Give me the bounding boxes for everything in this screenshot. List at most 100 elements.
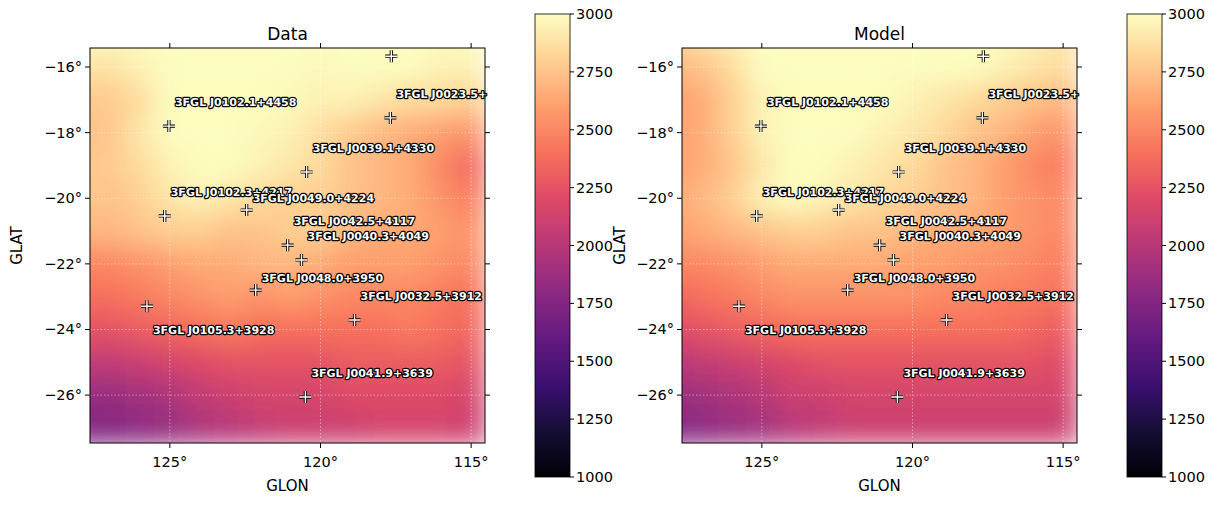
heat-cell <box>1048 116 1077 150</box>
colorbar-tick-label: 2500 <box>576 122 613 138</box>
marker-outline <box>888 254 900 266</box>
colorbar-tick-label: 2000 <box>576 238 613 254</box>
heat-cell <box>1048 411 1077 443</box>
panel: 3FGL J0102.1+44583FGL J0023.5+3FGL J0039… <box>8 6 613 495</box>
heat-cell <box>184 411 215 443</box>
source-marker <box>842 284 854 296</box>
colorbar-tick <box>570 71 574 72</box>
x-tick-label: 120° <box>303 454 338 470</box>
source-label: 3FGL J0032.5+3912 <box>953 290 1074 303</box>
heat-cell <box>456 345 485 379</box>
source-label: 3FGL J0048.0+3950 <box>854 272 976 285</box>
x-tick-label: 125° <box>744 454 779 470</box>
heat-cell <box>716 214 747 248</box>
source-label: 3FGL J0042.5+4117 <box>886 215 1007 228</box>
heat-cell <box>686 50 717 84</box>
colorbar-tick <box>570 477 574 478</box>
colorbar-tick-label: 2000 <box>1168 238 1205 254</box>
y-tick <box>485 67 490 68</box>
heat-cell <box>837 214 868 248</box>
colorbar-tick-label: 1500 <box>576 353 613 369</box>
heat-cell <box>395 411 426 443</box>
colorbar-tick-label: 1000 <box>1168 469 1205 485</box>
heat-cell <box>686 378 717 412</box>
y-tick-label: −20° <box>44 190 82 206</box>
marker-cross <box>349 314 361 326</box>
heat-cell <box>94 149 125 183</box>
colorbar-tick-label: 1500 <box>1168 353 1205 369</box>
colorbar-tick <box>570 419 574 420</box>
heat-cell <box>837 149 868 183</box>
colorbar-tick <box>1162 71 1166 72</box>
source-marker <box>384 112 396 124</box>
marker-outline <box>893 166 905 178</box>
heat-cell <box>395 181 426 215</box>
source-marker <box>874 239 886 251</box>
y-tick <box>677 198 682 199</box>
heat-cell <box>456 116 485 150</box>
source-marker <box>141 300 153 312</box>
heat-cell <box>335 411 366 443</box>
heat-cell <box>425 411 456 443</box>
y-tick-label: −22° <box>636 256 674 272</box>
x-tick <box>320 443 321 448</box>
heat-cell <box>1017 411 1048 443</box>
marker-cross <box>833 204 845 216</box>
colorbar-tick <box>1162 187 1166 188</box>
heat-cell <box>776 411 807 443</box>
marker-outline <box>874 239 886 251</box>
marker-cross <box>141 300 153 312</box>
marker-cross <box>385 50 397 62</box>
source-marker <box>296 254 308 266</box>
source-label: 3FGL J0040.3+4049 <box>900 230 1021 243</box>
heat-cell <box>987 313 1018 347</box>
heat-cell <box>456 378 485 412</box>
source-marker <box>250 284 262 296</box>
heat-cell <box>456 247 485 281</box>
marker-cross <box>874 239 886 251</box>
marker-outline <box>282 239 294 251</box>
heat-cell <box>1048 181 1077 215</box>
heat-cell <box>124 280 155 314</box>
x-tick <box>1063 43 1064 48</box>
heat-cell <box>776 149 807 183</box>
x-tick <box>471 443 472 448</box>
figure: 3FGL J0102.1+44583FGL J0023.5+3FGL J0039… <box>0 0 1212 505</box>
y-tick <box>677 329 682 330</box>
heat-cell <box>456 411 485 443</box>
grid-line <box>90 67 485 68</box>
source-marker <box>977 50 989 62</box>
heat-cell <box>867 149 898 183</box>
source-label: 3FGL J0023.5+ <box>988 88 1079 101</box>
colorbar-tick <box>1162 419 1166 420</box>
marker-cross <box>159 210 171 222</box>
source-marker <box>301 166 313 178</box>
y-tick <box>485 329 490 330</box>
marker-outline <box>385 50 397 62</box>
marker-outline <box>299 391 311 403</box>
source-marker <box>349 314 361 326</box>
heat-cell <box>987 247 1018 281</box>
heat-cell <box>957 411 988 443</box>
source-marker <box>891 391 903 403</box>
heat-cell <box>686 247 717 281</box>
source-label: 3FGL J0102.1+4458 <box>175 96 296 109</box>
marker-cross <box>893 166 905 178</box>
marker-outline <box>384 112 396 124</box>
heat-cell <box>987 50 1018 84</box>
grid-line <box>761 48 762 443</box>
heat-cell <box>456 50 485 84</box>
grid-line <box>682 67 1077 68</box>
heat-cell <box>395 378 426 412</box>
marker-cross <box>888 254 900 266</box>
heat-cell <box>807 345 838 379</box>
marker-outline <box>751 210 763 222</box>
heat-cell <box>686 181 717 215</box>
heat-cell <box>456 181 485 215</box>
grid-line <box>169 48 170 443</box>
heat-cell <box>686 345 717 379</box>
heat-cell <box>124 411 155 443</box>
heat-cell <box>245 116 276 150</box>
colorbar-tick-label: 2750 <box>576 64 613 80</box>
x-tick <box>761 43 762 48</box>
